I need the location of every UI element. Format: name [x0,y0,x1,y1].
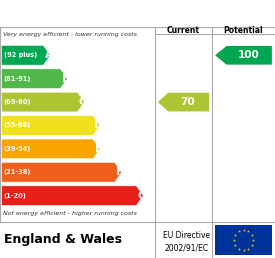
Text: 2002/91/EC: 2002/91/EC [164,244,208,253]
Polygon shape [2,45,50,65]
Polygon shape [2,116,100,135]
Text: G: G [137,191,146,201]
Polygon shape [215,46,272,65]
Text: (39-54): (39-54) [4,146,31,152]
Polygon shape [2,163,122,182]
Text: E: E [95,144,102,154]
Polygon shape [2,186,143,206]
Polygon shape [2,139,100,159]
Text: B: B [62,74,70,84]
Text: Very energy efficient - lower running costs: Very energy efficient - lower running co… [3,32,137,37]
Text: (92 plus): (92 plus) [4,52,37,58]
Polygon shape [2,92,84,112]
Text: EU Directive: EU Directive [163,231,210,240]
Text: (1-20): (1-20) [4,193,27,199]
Text: Potential: Potential [224,26,263,35]
Text: England & Wales: England & Wales [4,233,122,246]
Text: (69-80): (69-80) [4,99,31,105]
Text: C: C [79,97,87,107]
Bar [215,225,272,255]
Text: Current: Current [167,26,200,35]
Polygon shape [158,93,209,111]
Text: Energy Efficiency Rating: Energy Efficiency Rating [8,7,192,20]
Text: D: D [94,120,103,131]
Text: (55-68): (55-68) [4,123,31,128]
Text: F: F [116,167,124,177]
Text: Not energy efficient - higher running costs: Not energy efficient - higher running co… [3,211,137,216]
Polygon shape [2,69,67,88]
Text: 70: 70 [181,97,195,107]
Text: (21-38): (21-38) [4,169,31,175]
Text: A: A [45,50,53,60]
Text: (81-91): (81-91) [4,76,31,82]
Text: 100: 100 [238,50,259,60]
